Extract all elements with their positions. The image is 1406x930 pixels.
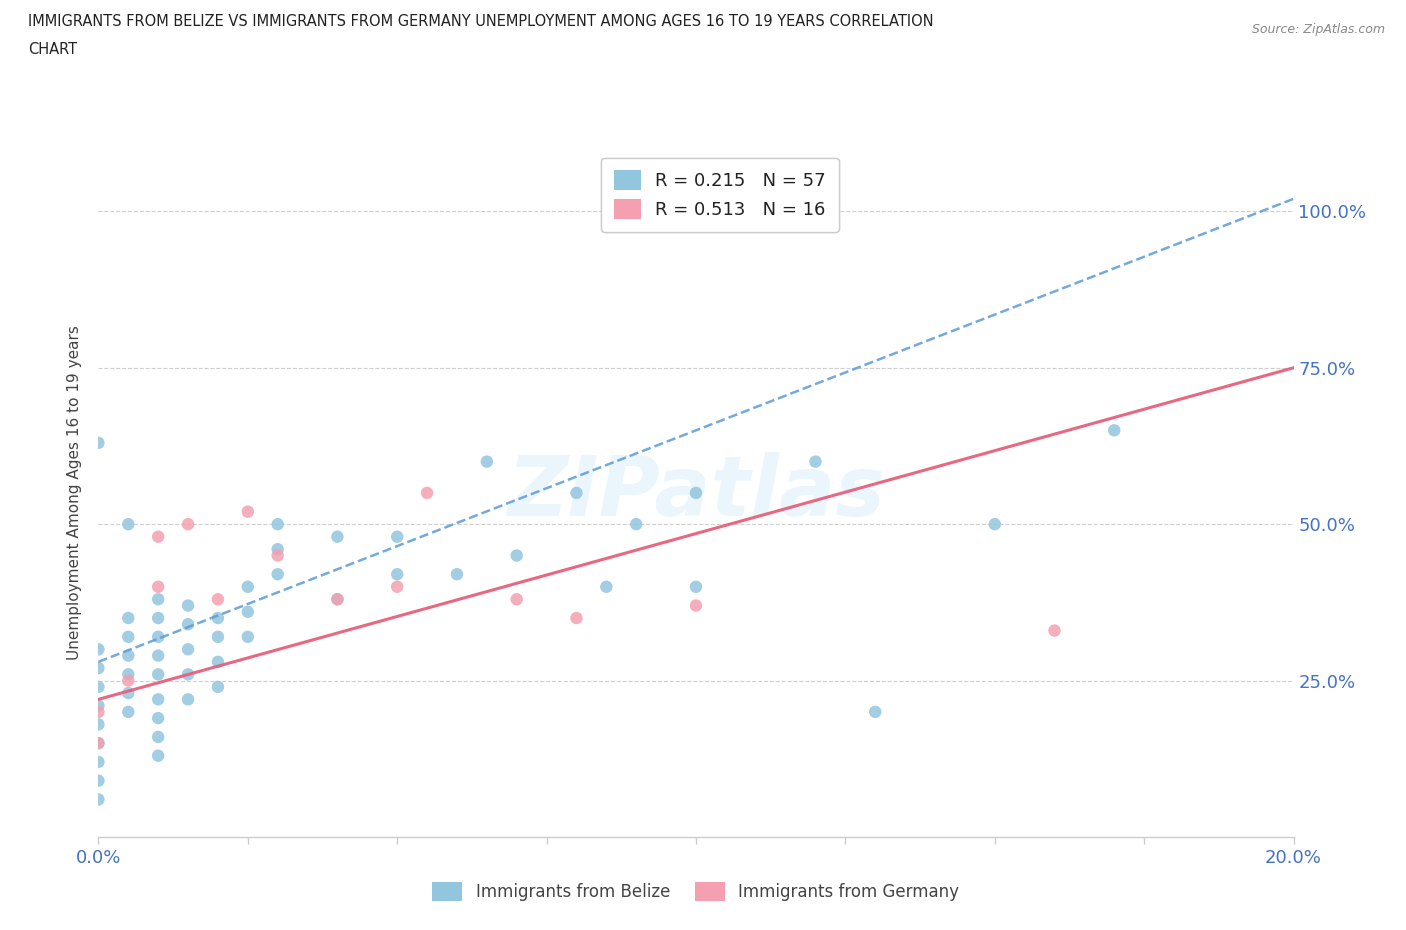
Point xyxy=(117,685,139,700)
Point xyxy=(87,435,110,450)
Point xyxy=(148,667,170,682)
Point xyxy=(267,517,290,532)
Point xyxy=(865,704,887,719)
Point xyxy=(626,517,648,532)
Point xyxy=(87,660,110,675)
Point xyxy=(1043,623,1066,638)
Point xyxy=(87,704,110,719)
Point xyxy=(117,611,139,626)
Legend: Immigrants from Belize, Immigrants from Germany: Immigrants from Belize, Immigrants from … xyxy=(426,876,966,908)
Point xyxy=(207,611,229,626)
Point xyxy=(207,655,229,670)
Point xyxy=(117,704,139,719)
Text: IMMIGRANTS FROM BELIZE VS IMMIGRANTS FROM GERMANY UNEMPLOYMENT AMONG AGES 16 TO : IMMIGRANTS FROM BELIZE VS IMMIGRANTS FRO… xyxy=(28,14,934,29)
Point xyxy=(267,548,290,563)
Point xyxy=(117,673,139,688)
Point xyxy=(177,617,200,631)
Point xyxy=(506,591,529,606)
Point xyxy=(236,604,259,619)
Point xyxy=(148,692,170,707)
Point xyxy=(87,680,110,695)
Point xyxy=(117,630,139,644)
Point xyxy=(148,529,170,544)
Point xyxy=(87,773,110,788)
Point xyxy=(148,630,170,644)
Point xyxy=(685,485,707,500)
Point xyxy=(177,642,200,657)
Point xyxy=(685,598,707,613)
Point xyxy=(148,711,170,725)
Point xyxy=(207,680,229,695)
Point xyxy=(416,485,439,500)
Point xyxy=(446,566,468,581)
Point xyxy=(565,485,588,500)
Point xyxy=(148,611,170,626)
Text: CHART: CHART xyxy=(28,42,77,57)
Point xyxy=(177,667,200,682)
Point xyxy=(326,591,349,606)
Point xyxy=(267,542,290,557)
Point xyxy=(595,579,617,594)
Text: Source: ZipAtlas.com: Source: ZipAtlas.com xyxy=(1251,23,1385,36)
Point xyxy=(148,591,170,606)
Point xyxy=(177,517,200,532)
Point xyxy=(87,642,110,657)
Point xyxy=(236,504,259,519)
Point xyxy=(87,698,110,713)
Point xyxy=(1104,423,1126,438)
Text: ZIPatlas: ZIPatlas xyxy=(508,452,884,534)
Point xyxy=(506,548,529,563)
Point xyxy=(148,729,170,744)
Point xyxy=(177,598,200,613)
Point xyxy=(236,579,259,594)
Point xyxy=(236,630,259,644)
Point xyxy=(207,630,229,644)
Point xyxy=(87,736,110,751)
Point xyxy=(385,566,409,581)
Point xyxy=(177,692,200,707)
Point xyxy=(326,529,349,544)
Point xyxy=(385,529,409,544)
Point xyxy=(87,736,110,751)
Point xyxy=(984,517,1007,532)
Point xyxy=(565,611,588,626)
Point xyxy=(207,591,229,606)
Point xyxy=(385,579,409,594)
Point xyxy=(148,648,170,663)
Y-axis label: Unemployment Among Ages 16 to 19 years: Unemployment Among Ages 16 to 19 years xyxy=(67,326,83,660)
Point xyxy=(475,454,498,469)
Point xyxy=(117,517,139,532)
Point xyxy=(117,667,139,682)
Point xyxy=(87,754,110,769)
Point xyxy=(87,717,110,732)
Point xyxy=(117,648,139,663)
Point xyxy=(685,579,707,594)
Point xyxy=(148,579,170,594)
Point xyxy=(804,454,827,469)
Point xyxy=(267,566,290,581)
Point xyxy=(87,792,110,807)
Point xyxy=(326,591,349,606)
Point xyxy=(148,749,170,764)
